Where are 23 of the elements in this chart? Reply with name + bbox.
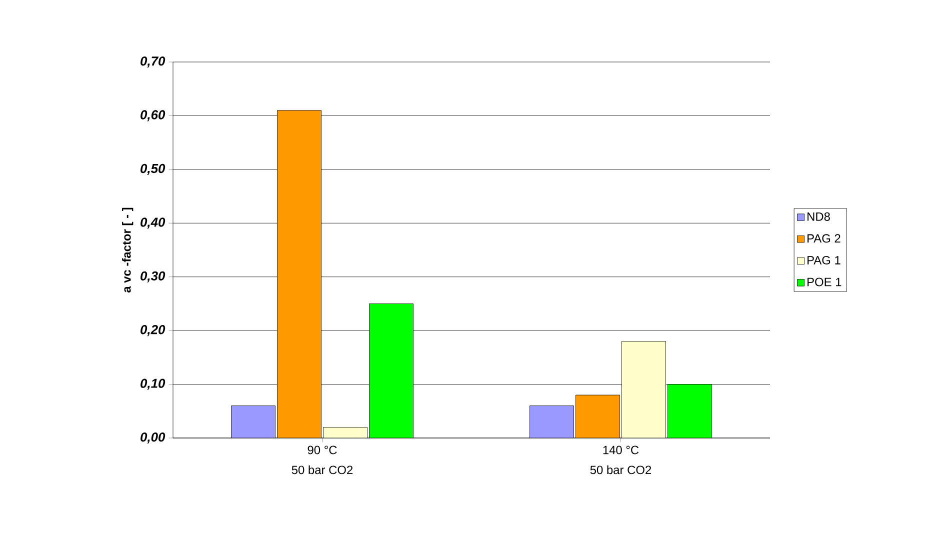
legend-label: PAG 2	[808, 234, 840, 243]
bar	[668, 384, 712, 438]
y-tick-label: 0,30	[140, 271, 166, 282]
y-tick-label: 0,60	[140, 110, 166, 122]
bar	[530, 406, 574, 438]
legend-label: ND8	[808, 212, 830, 221]
y-tick-label: 0,10	[140, 378, 166, 390]
bar	[369, 304, 414, 438]
bar	[323, 427, 368, 438]
legend-label: PAG 1	[808, 256, 840, 264]
y-tick-label: 0,50	[140, 164, 166, 175]
x-tick-label: 90 °C 50 bar CO2	[292, 446, 353, 474]
y-tick-label: 0,70	[140, 56, 166, 68]
y-axis-title: a vc -factor [ - ]	[122, 208, 134, 292]
bar	[576, 394, 620, 438]
legend-label: POE 1	[808, 278, 842, 286]
y-tick-label: 0,20	[140, 325, 166, 336]
x-tick-label: 140 °C 50 bar CO2	[590, 446, 652, 474]
y-tick-label: 0,00	[140, 432, 166, 444]
bar	[277, 110, 322, 438]
y-tick-label: 0,40	[140, 218, 166, 229]
bar	[231, 406, 276, 438]
bar	[622, 341, 666, 438]
